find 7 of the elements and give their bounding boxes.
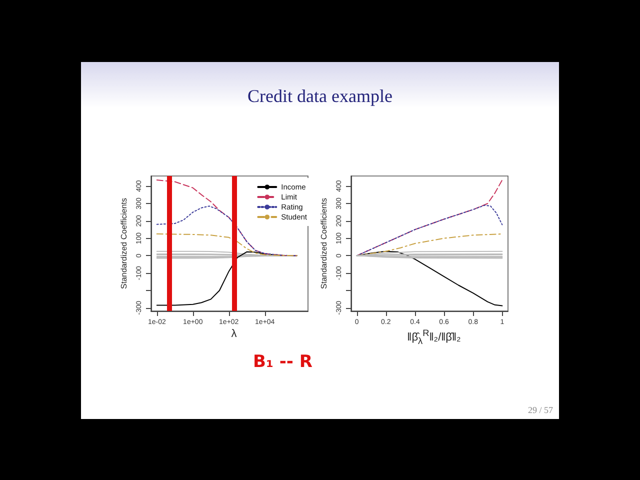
text: B₁ -- R bbox=[253, 352, 312, 372]
y-axis-title: Standardized Coefficients bbox=[320, 198, 329, 290]
chart-title: Credit data example bbox=[246, 86, 394, 107]
text: 29 / 57 bbox=[528, 405, 553, 415]
y-axis-title: Standardized Coefficients bbox=[120, 198, 129, 290]
x-axis-title: ‖β̂$_{λ}$$^{R}$‖₂/‖β̂‖₂ bbox=[406, 328, 462, 346]
x-axis-title: λ bbox=[230, 328, 238, 340]
